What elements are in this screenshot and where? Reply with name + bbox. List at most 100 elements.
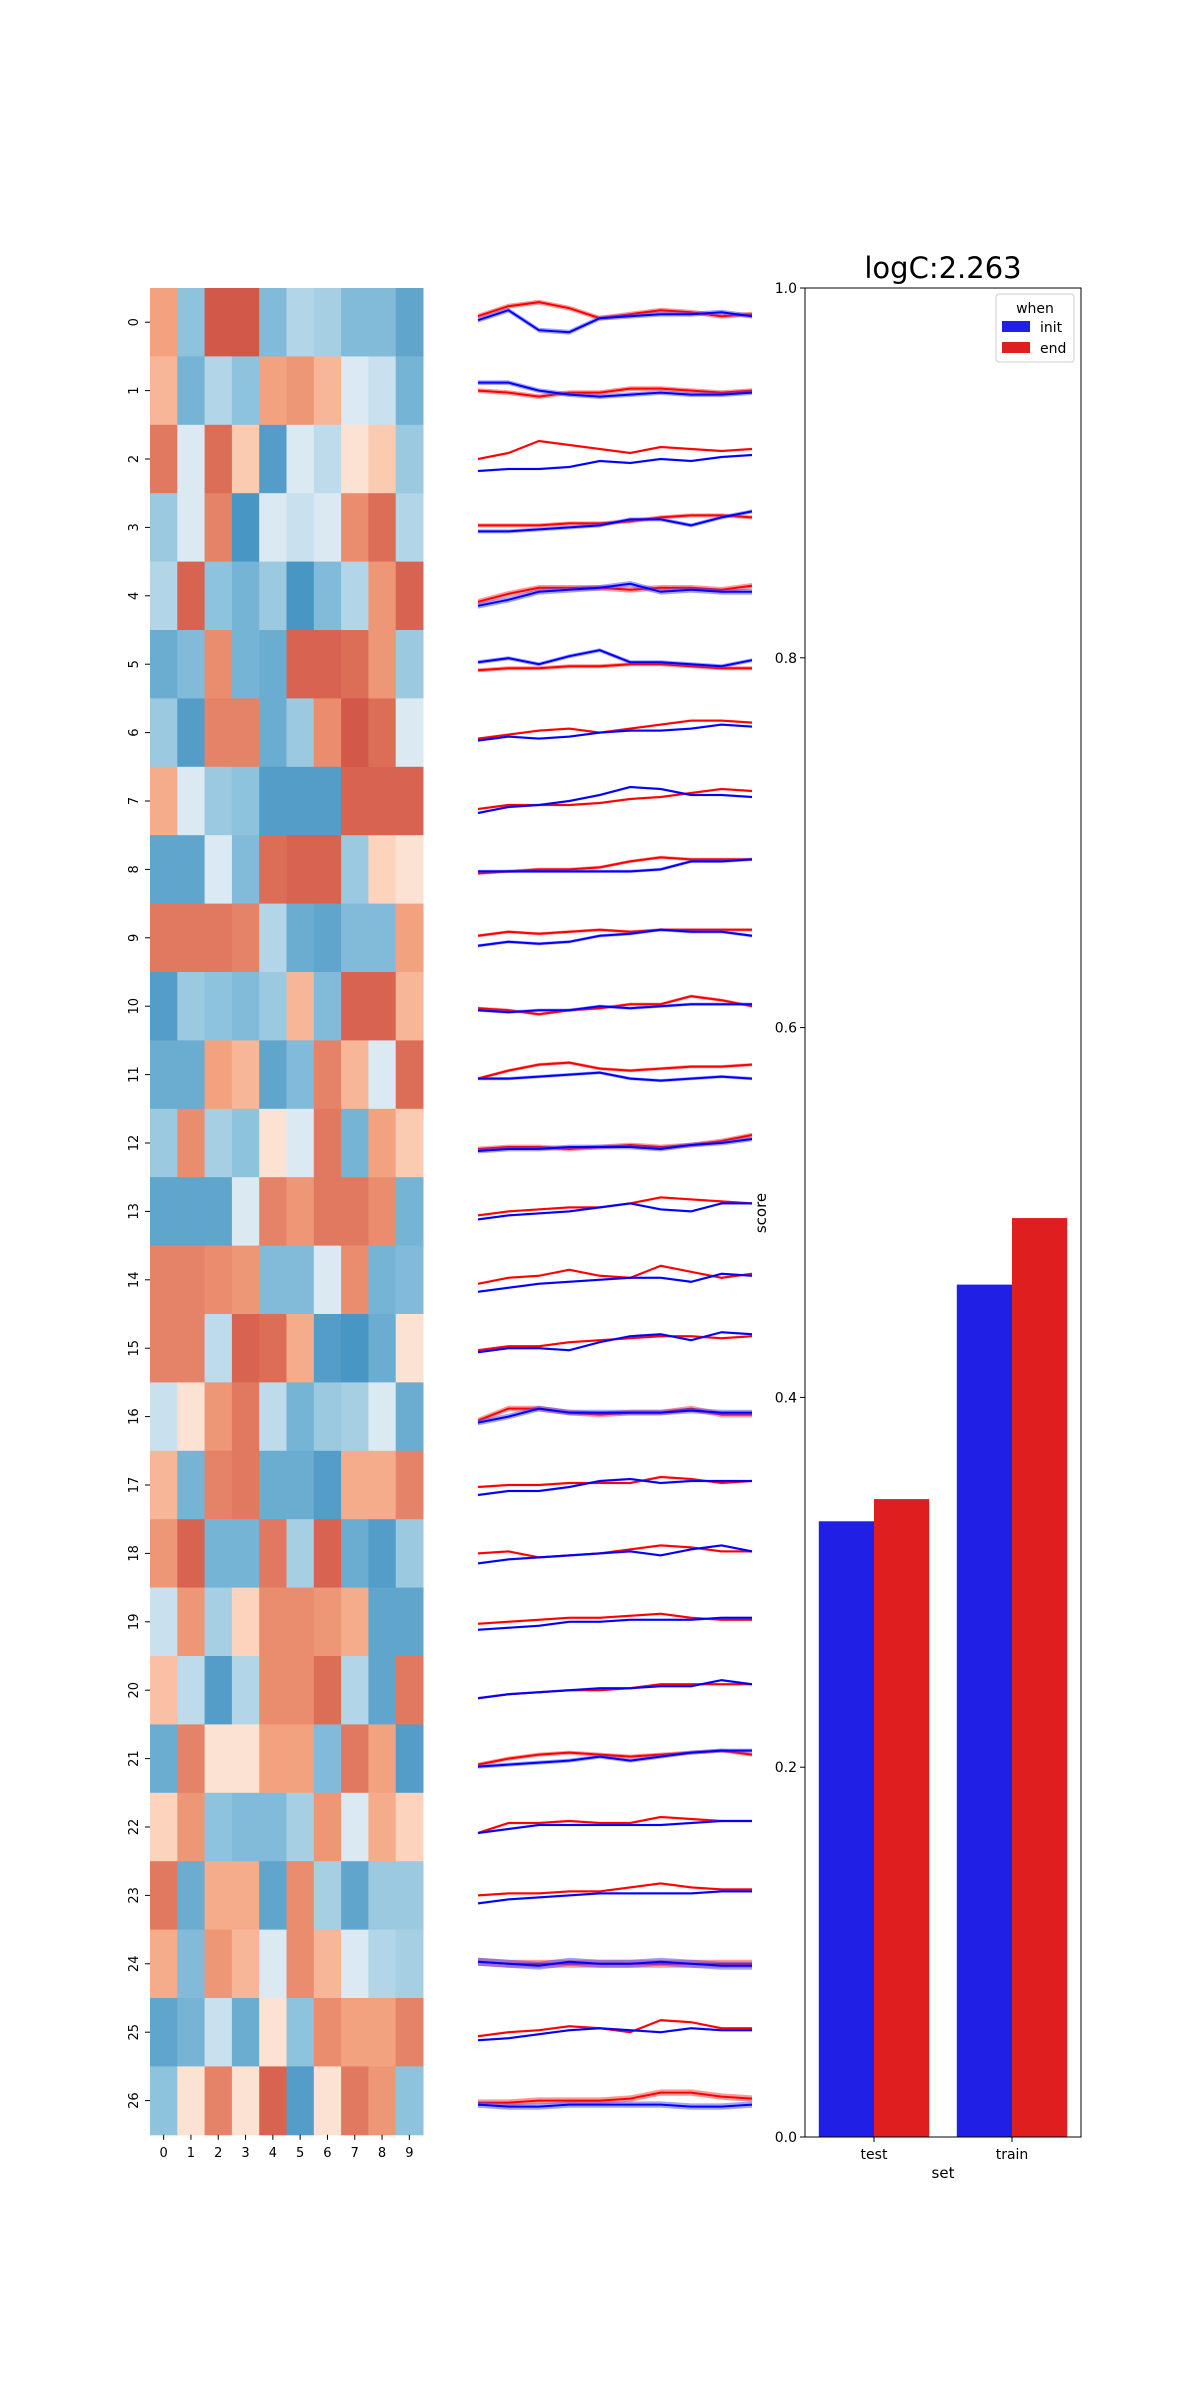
heatmap-cell [177,493,206,563]
heatmap-y-tick-label: 0 [127,318,142,326]
heatmap-cell [395,698,424,768]
heatmap-cell [150,903,178,973]
heatmap-cell [395,766,424,836]
heatmap-cell [231,766,260,836]
heatmap-cell [231,1519,260,1589]
legend-swatch-end [1002,342,1030,353]
heatmap-cell [259,424,287,494]
heatmap-cell [395,1314,424,1383]
line-series-init [477,1544,753,1565]
bar-init-test [818,1521,874,2137]
heatmap-cell [259,493,287,563]
line-series-init [477,2027,752,2042]
heatmap-cell [204,1450,233,1520]
heatmap-cell [395,1724,424,1794]
heatmap-cell [259,1040,287,1110]
heatmap-cell [368,630,397,699]
heatmap-cell [368,835,397,905]
heatmap-cell [150,1519,178,1589]
heatmap-cell [313,1998,342,2067]
heatmap-cell [231,356,260,426]
line-series-end [477,928,752,937]
y-axis-label: score [752,1193,770,1233]
line-series-init [477,1138,753,1152]
heatmap-cell [286,288,315,357]
heatmap-cell [204,1792,233,1862]
heatmap-cell [150,1861,178,1931]
heatmap-cell [341,698,369,768]
heatmap-cell [231,1177,260,1247]
heatmap-cell [368,1382,397,1452]
heatmap-cell [313,1450,342,1520]
line-series-init [477,1749,752,1768]
bar-end-train [1012,1218,1068,2137]
heatmap-cell [313,493,342,563]
heatmap-cell [395,1382,424,1452]
heatmap-cell [177,1724,206,1794]
heatmap-y-tick-label: 10 [127,998,142,1015]
heatmap-cell [177,1998,206,2067]
heatmap-cell [259,1861,287,1931]
heatmap-cell [231,698,260,768]
heatmap-cell [395,972,424,1041]
heatmap-cell [368,424,397,494]
heatmap-cell [395,1450,424,1520]
heatmap-cell [259,1177,287,1247]
heatmap-cell [177,1587,206,1657]
heatmap-cell [368,1519,397,1589]
heatmap-cell [395,835,424,905]
line-series-end [477,1061,753,1080]
heatmap-cell [341,493,369,563]
heatmap-cell [150,1040,178,1110]
heatmap-cell [177,1108,206,1178]
line-series-init [477,1960,752,1967]
heatmap-cell [150,1245,178,1315]
heatmap-cell [341,1792,369,1862]
heatmap-cell [286,1724,315,1794]
heatmap-cell [395,1245,424,1315]
x-axis-label: set [932,2164,955,2182]
heatmap-cell [368,1587,397,1657]
line-series-end [477,1264,753,1285]
heatmap-cell [341,1108,369,1178]
line-series-end [477,1815,752,1834]
line-series-end [477,719,753,740]
heatmap-x-tick-label: 4 [269,2146,277,2161]
heatmap-cell [231,2066,260,2136]
bar-chart: logC:2.263 set score test train 0.0 0.2 0.4 0… [752,251,1082,2182]
heatmap-cell [313,288,342,357]
heatmap-y-tick-label: 15 [127,1340,142,1357]
heatmap-y-tick-label: 22 [127,1819,142,1836]
legend-label-init: init [1040,320,1063,336]
heatmap-cell [395,1929,424,1999]
heatmap-cell [313,356,342,426]
heatmap-cell [177,766,206,836]
heatmap-cell [177,288,206,357]
heatmap-y-tick-label: 26 [127,2092,142,2109]
heatmap-y-tick-label: 13 [127,1203,142,1220]
heatmap-cell [313,561,342,631]
line-series-init [477,1477,752,1496]
heatmap-y-tick-label: 9 [127,934,142,942]
heatmap-cell [341,1382,369,1452]
heatmap-cell [204,1519,233,1589]
heatmap-cell [231,1861,260,1931]
line-band-init [478,307,752,335]
heatmap-cell [177,561,206,631]
line-series-end [477,439,753,460]
line-series-init [477,785,753,814]
heatmap-cell [150,1382,178,1452]
heatmap-cell [313,630,342,699]
heatmap-cell [368,766,397,836]
heatmap-cell [368,493,397,563]
line-series-end [477,387,753,398]
heatmap-cell [286,835,315,905]
bar-y-tick-label: 0.2 [775,1760,797,1776]
heatmap-cell [286,1519,315,1589]
heatmap-cell [204,1382,233,1452]
bar-axes: test train 0.0 0.2 0.4 0.6 0.8 1.0 [775,281,1082,2163]
heatmap-cell [313,1245,342,1315]
bar-y-tick-label: 0.0 [775,2130,797,2146]
heatmap-x-tick-label: 3 [241,2146,249,2161]
heatmap-cell [177,2066,206,2136]
